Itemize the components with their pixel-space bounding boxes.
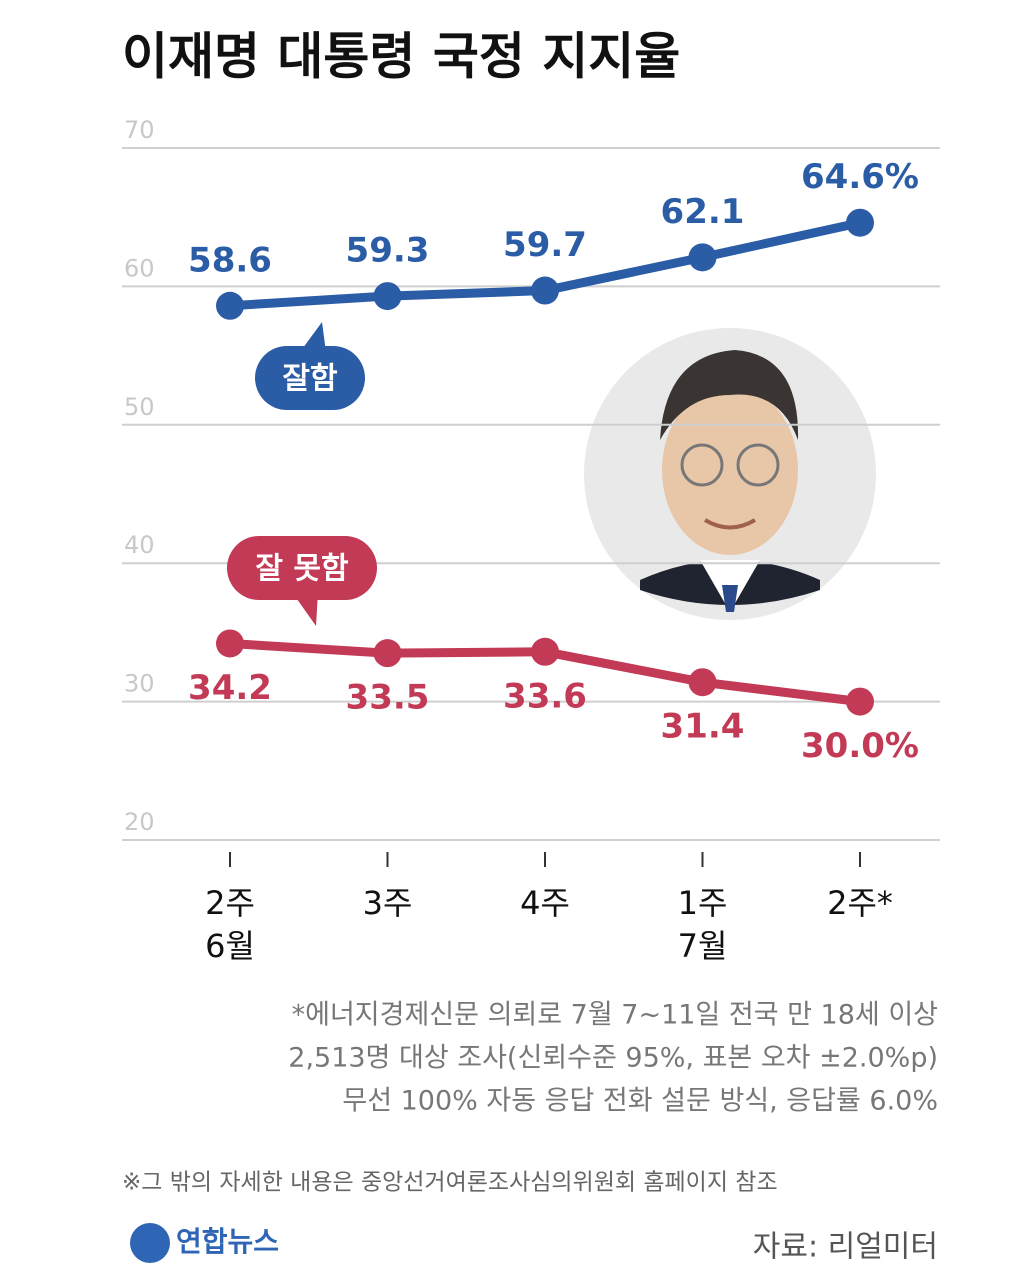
data-point bbox=[531, 637, 559, 666]
y-tick-label: 70 bbox=[124, 116, 155, 144]
logo-text: 연합뉴스 bbox=[176, 1225, 279, 1258]
x-tick-label: 4주 bbox=[520, 884, 570, 922]
legend-tail bbox=[292, 592, 318, 626]
value-label: 34.2 bbox=[188, 668, 272, 708]
y-tick-label: 60 bbox=[124, 254, 155, 282]
value-label: 64.6% bbox=[801, 157, 919, 197]
source: 자료: 리얼미터 bbox=[753, 1230, 938, 1265]
chart-title: 이재명 대통령 국정 지지율 bbox=[122, 28, 680, 86]
month-label: 6월 bbox=[205, 927, 255, 965]
value-label: 59.3 bbox=[346, 231, 430, 271]
value-label: 31.4 bbox=[661, 707, 745, 747]
footnote: ※그 밖의 자세한 내용은 중앙선거여론조사심의위원회 홈페이지 참조 bbox=[122, 1170, 778, 1196]
data-point bbox=[216, 291, 244, 320]
value-label: 58.6 bbox=[188, 240, 272, 280]
note: 무선 100% 자동 응답 전화 설문 방식, 응답률 6.0% bbox=[342, 1086, 938, 1117]
data-point bbox=[531, 276, 559, 305]
month-label: 7월 bbox=[678, 927, 728, 965]
y-tick-label: 40 bbox=[124, 531, 155, 559]
x-tick-label: 2주* bbox=[827, 884, 893, 922]
data-point bbox=[216, 629, 244, 658]
data-point bbox=[373, 282, 402, 311]
legend-label: 잘함 bbox=[282, 362, 338, 397]
value-label: 59.7 bbox=[503, 225, 587, 265]
value-label: 62.1 bbox=[661, 192, 745, 232]
legend-bubble bbox=[255, 346, 365, 410]
x-tick-label: 2주 bbox=[205, 884, 255, 922]
portrait bbox=[584, 328, 876, 620]
data-point bbox=[688, 243, 717, 272]
y-tick-label: 30 bbox=[124, 670, 155, 698]
y-tick-label: 50 bbox=[124, 393, 155, 421]
logo-mark bbox=[130, 1223, 170, 1263]
value-label: 33.5 bbox=[346, 678, 430, 718]
legend-tail bbox=[300, 322, 326, 352]
note: *에너지경제신문 의뢰로 7월 7~11일 전국 만 18세 이상 bbox=[292, 1000, 938, 1031]
x-tick-label: 3주 bbox=[363, 884, 413, 922]
legend-bubble bbox=[227, 536, 377, 600]
data-point bbox=[373, 639, 402, 668]
legend-label: 잘 못함 bbox=[255, 552, 349, 587]
data-point bbox=[688, 668, 717, 697]
value-label: 33.6 bbox=[503, 676, 587, 716]
x-tick-label: 1주 bbox=[678, 884, 728, 922]
y-tick-label: 20 bbox=[124, 808, 155, 836]
data-point bbox=[846, 687, 874, 716]
value-label: 30.0% bbox=[801, 726, 919, 766]
data-point bbox=[846, 208, 874, 237]
note: 2,513명 대상 조사(신뢰수준 95%, 표본 오차 ±2.0%p) bbox=[288, 1043, 938, 1074]
